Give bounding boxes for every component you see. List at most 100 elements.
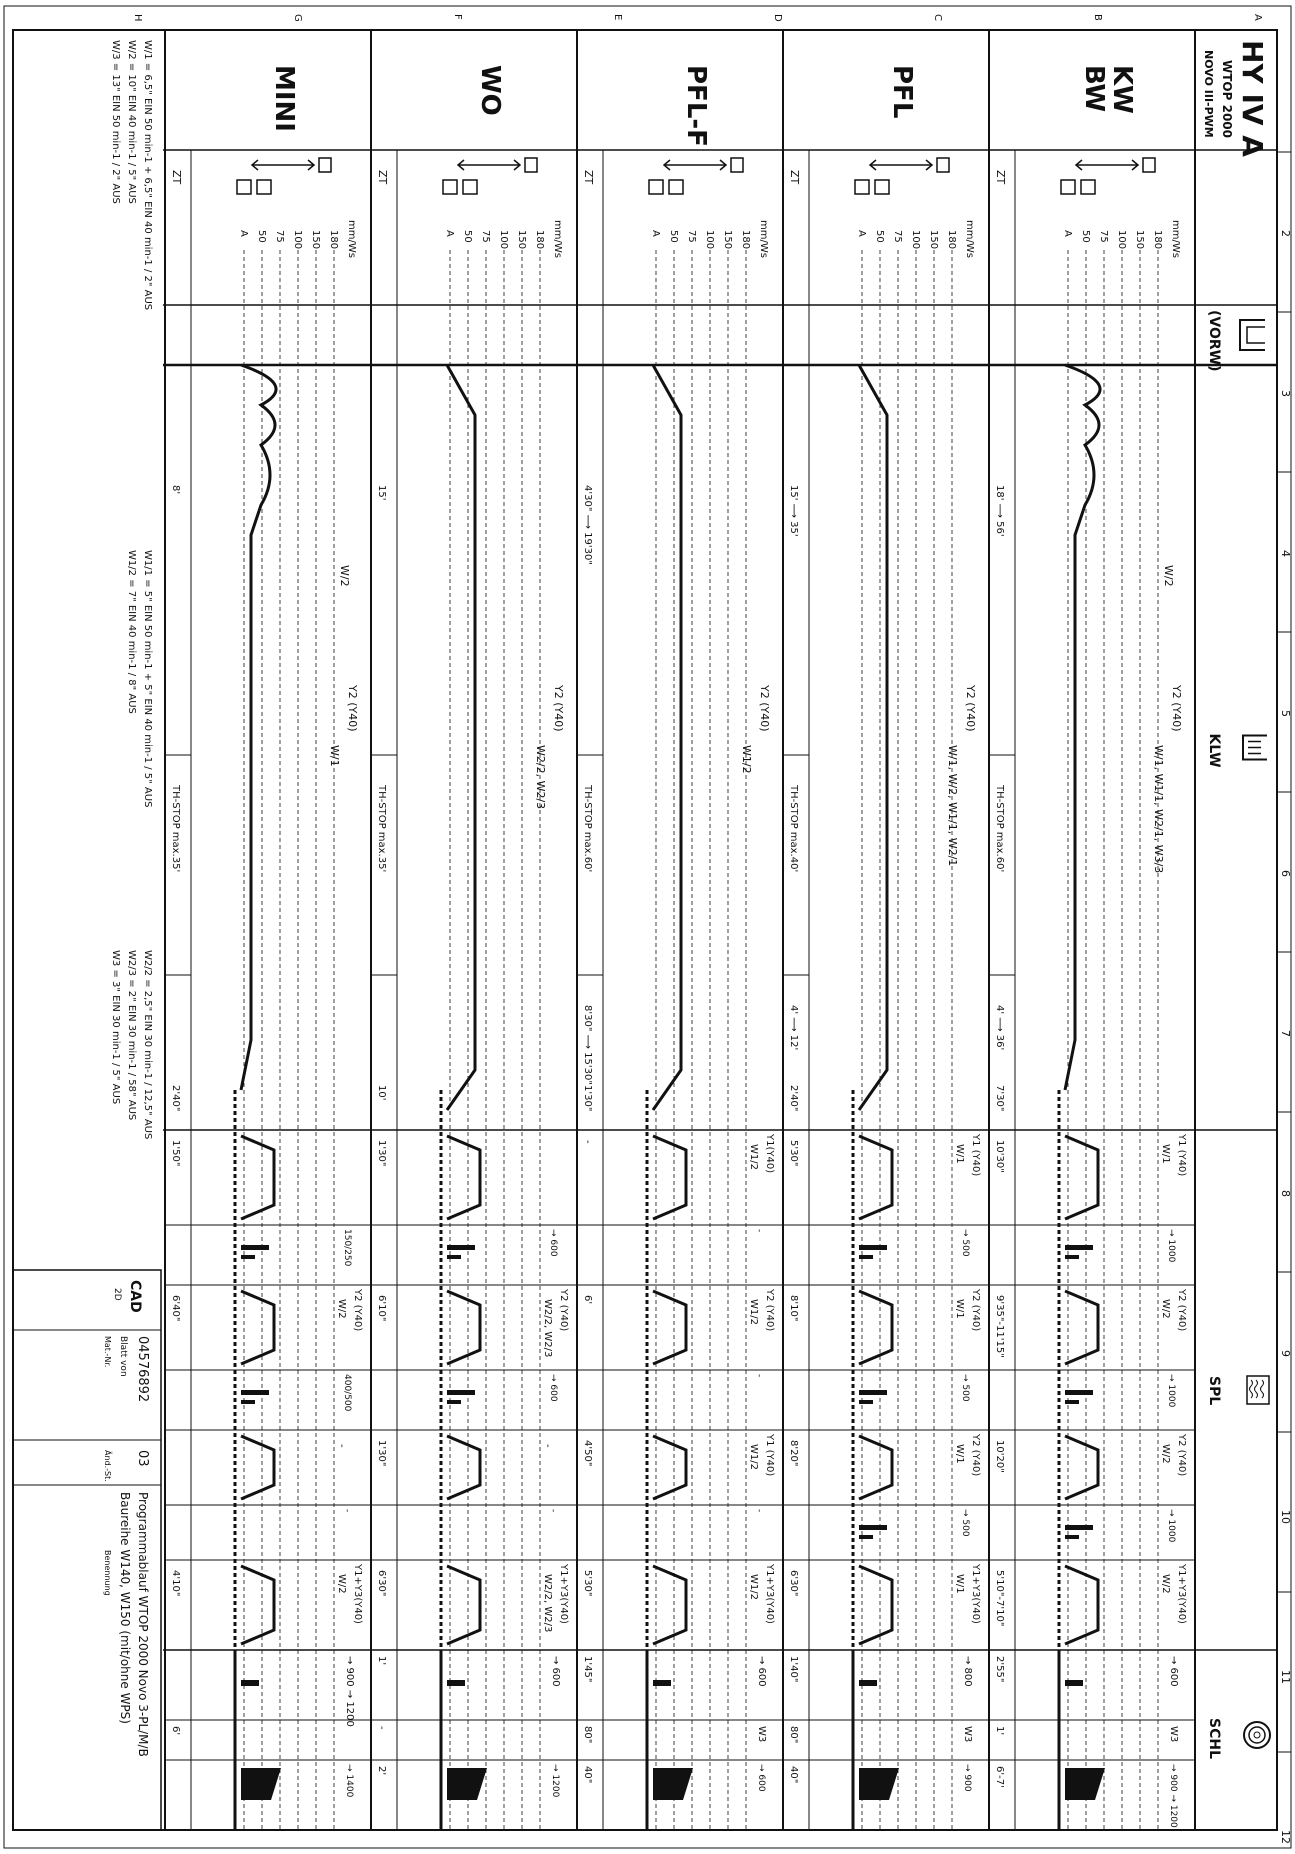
spin-speed-label: → 500 [960,1229,970,1257]
final-spin-a: → 600 [756,1656,767,1687]
zt-value: 6' [170,1726,181,1735]
legend-w3: W/3 = 13" EIN 50 min-1 / 2" AUS [110,40,121,204]
rinse-2-rhythm: W1/2 [748,1299,759,1325]
klw-rhythm-a: W/2 [1162,565,1175,587]
program-name: MINI [269,65,299,132]
drain-icon [854,179,870,195]
level-tick-label: 50 [668,230,679,243]
level-tick-label: 180 [534,230,545,249]
rinse-1-valves: Y1(Y40) [764,1133,775,1173]
klw-rhythms: W/1 [328,745,341,767]
rinse-4-level-curve [858,1564,894,1646]
arrow-up-icon [719,159,728,171]
zt-value: 6'10" [376,1295,387,1321]
legend-w3b: W3 = 3" EIN 30 min-1 / 5" AUS [110,950,121,1104]
zt-value: 18' ⟶ 56' [994,485,1005,537]
program-name: KW [1107,65,1137,114]
rinse-4-level-curve [1064,1564,1100,1646]
spin-speed-label: → 1000 [1166,1229,1176,1263]
rinse-1-level-curve [1064,1134,1100,1221]
zt-value: 4'10" [170,1570,181,1596]
spin-bar [1065,1390,1093,1395]
final-spin-b: → 900 [962,1764,972,1792]
rinse-2-rhythm: W2/2, W2/3 [542,1299,553,1357]
rinse-1-valves: Y1 (Y40) [1176,1133,1187,1176]
drain-icon [236,179,252,195]
rinse-4-rhythm: W/2 [1160,1574,1171,1594]
klw-valves: Y2 (Y40) [964,684,977,732]
spin-bar [447,1390,475,1395]
legend-w11: W1/1 = 5" EIN 50 min-1 + 5" EIN 40 min-1… [142,550,153,807]
program-name: WO [475,65,505,116]
zt-value: 1'45" [582,1656,593,1682]
zt-value: 4' ⟶ 36' [994,1005,1005,1050]
legend-w23: W2/3 = 2" EIN 30 min-1 / 58" AUS [126,950,137,1120]
drain-icon [442,179,458,195]
rinse-4-rhythm: W/1 [954,1574,965,1594]
zt-value: 8' [170,485,181,494]
rinse-2-valves: Y2 (Y40) [352,1288,363,1331]
zt-label: ZT [788,170,801,185]
zt-label: ZT [994,170,1007,185]
zt-value: 1'30" [582,1085,593,1111]
rinse-4-rhythm: W1/2 [748,1574,759,1600]
final-spin-a: → 600 [1168,1656,1179,1687]
rinse-4-level-curve [446,1564,482,1646]
program-name: PFL [887,65,917,118]
rinse-2-valves: Y2 (Y40) [764,1288,775,1331]
drum-icon [318,157,332,173]
phase-klw-label: KLW [1206,734,1222,768]
klw-rhythm-a: W/2 [338,565,351,587]
final-spin-b: → 1200 [550,1764,560,1798]
level-tick-label: 75 [480,230,491,243]
zt-value: 6'-7' [994,1766,1005,1788]
rinse-3-rhythm: W/1 [954,1444,965,1464]
level-tick-label: A [1062,230,1073,237]
zt-value: 6'30" [788,1570,799,1596]
spin-speed-label: - [548,1509,558,1512]
grid-row-letter: E [612,14,623,20]
grid-row-letter: H [132,14,143,22]
klw-valves: Y2 (Y40) [346,684,359,732]
spin-speed-label: → 1000 [1166,1374,1176,1408]
spin-bar [859,1255,873,1259]
zt-value: - [376,1726,387,1730]
outer-frame [12,29,1278,1831]
klw-rhythms: W/1, W/2, W1/1, W2/1 [946,745,959,866]
legend-w2: W/2 = 10" EIN 40 min-1 / 5" AUS [126,40,137,204]
final-spin-ramp [447,1768,487,1800]
drawing-subtitle: NOVO III-PWM [1202,50,1215,138]
level-tick-label: 50 [256,230,267,243]
rinse-2-level-curve [240,1289,276,1366]
level-tick-label: 150 [928,230,939,249]
level-tick-label: 50 [1080,230,1091,243]
grid-row-letter: F [452,14,463,20]
rinse-3-valves: Y2 (Y40) [1176,1433,1187,1476]
level-tick-label: A [856,230,867,237]
grid-row-letter: C [932,14,943,21]
zt-value: 10'30" [994,1140,1005,1173]
arrow-down-icon [662,159,671,171]
rinse-2-valves: Y2 (Y40) [558,1288,569,1331]
final-spin-ramp [859,1768,899,1800]
designation-label: Benennung [103,1550,112,1596]
zt-value: 15' ⟶ 35' [788,485,799,537]
grid-col-number: 9 [1279,1350,1292,1357]
spin-bar [241,1400,255,1404]
rinse-1-level-curve [446,1134,482,1221]
border-frame [3,5,1292,1849]
klw-rhythms: W/1, W1/1, W2/1, W3/3 [1152,745,1165,873]
legend-w22: W2/2 = 2,5" EIN 30 min-1 / 12,5" AUS [142,950,153,1139]
final-spin-ramp [241,1768,281,1800]
spin-speed-label: 400/500 [342,1374,352,1412]
prewash-icon-inner [1246,326,1265,344]
final-spin-bar [447,1680,465,1686]
rinse-1-level-curve [240,1134,276,1221]
water-icon [1080,179,1096,195]
zt-value: 8'20" [788,1440,799,1466]
rinse-1-level-curve [652,1134,688,1221]
spin-speed-label: → 500 [960,1509,970,1537]
final-spin-w3: W3 [962,1726,973,1742]
